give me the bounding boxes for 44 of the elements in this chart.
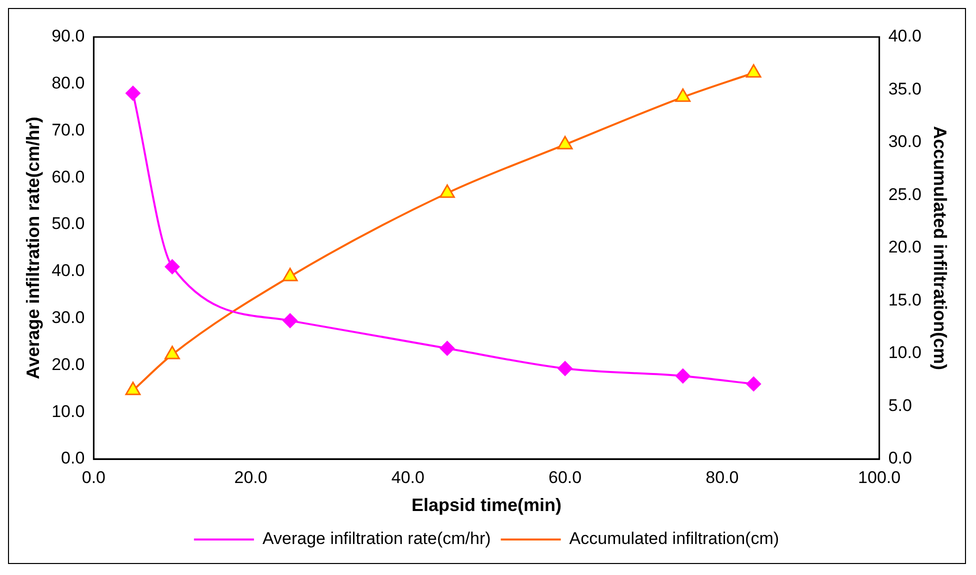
x-tick-label: 20.0 xyxy=(234,468,268,487)
point xyxy=(558,361,573,376)
y-tick-label: 70.0 xyxy=(52,120,85,140)
point xyxy=(282,313,298,328)
y-tick-label: 80.0 xyxy=(52,74,85,93)
legend-label: Average infiltration rate(cm/hr) xyxy=(262,529,491,548)
x-tick-label: 80.0 xyxy=(706,468,739,487)
y-tick-label: 0.0 xyxy=(61,448,85,468)
y-tick-label: 20.0 xyxy=(52,354,85,374)
point xyxy=(440,340,455,356)
y2-tick-label: 25.0 xyxy=(888,184,922,204)
point xyxy=(164,259,180,274)
y2-tick-label: 30.0 xyxy=(888,132,922,152)
point xyxy=(164,346,180,360)
y2-tick-label: 5.0 xyxy=(888,396,912,415)
y-tick-label: 50.0 xyxy=(52,214,85,234)
point xyxy=(746,376,762,392)
point xyxy=(675,88,691,102)
point xyxy=(125,86,140,101)
y-tick-label: 90.0 xyxy=(52,26,85,46)
x-axis-title: Elapsid time(min) xyxy=(411,495,562,516)
x-tick-label: 40.0 xyxy=(391,468,424,487)
legend-label: Accumulated infiltration(cm) xyxy=(569,529,780,548)
y-axis-title: Average infiltration rate(cm/hr) xyxy=(22,116,43,380)
point xyxy=(675,368,690,384)
point xyxy=(125,382,141,396)
x-tick-label: 0.0 xyxy=(82,468,106,487)
y2-tick-label: 35.0 xyxy=(888,79,922,98)
point xyxy=(746,64,762,78)
y-tick-label: 30.0 xyxy=(52,308,85,328)
x-tick-label: 60.0 xyxy=(548,468,582,487)
point xyxy=(440,184,455,198)
y-tick-label: 10.0 xyxy=(52,402,85,421)
y-tick-label: 60.0 xyxy=(52,167,85,186)
y-tick-label: 40.0 xyxy=(52,261,85,280)
y2-axis-title: Accumulated infiltration(cm) xyxy=(930,126,950,370)
y2-tick-label: 20.0 xyxy=(888,238,922,257)
y2-tick-label: 40.0 xyxy=(888,26,922,46)
y2-tick-label: 10.0 xyxy=(888,343,922,362)
y2-tick-label: 15.0 xyxy=(888,290,922,310)
point xyxy=(557,136,573,150)
point xyxy=(282,268,298,282)
x-tick-label: 100.0 xyxy=(858,468,901,487)
y2-tick-label: 0.0 xyxy=(888,448,912,468)
